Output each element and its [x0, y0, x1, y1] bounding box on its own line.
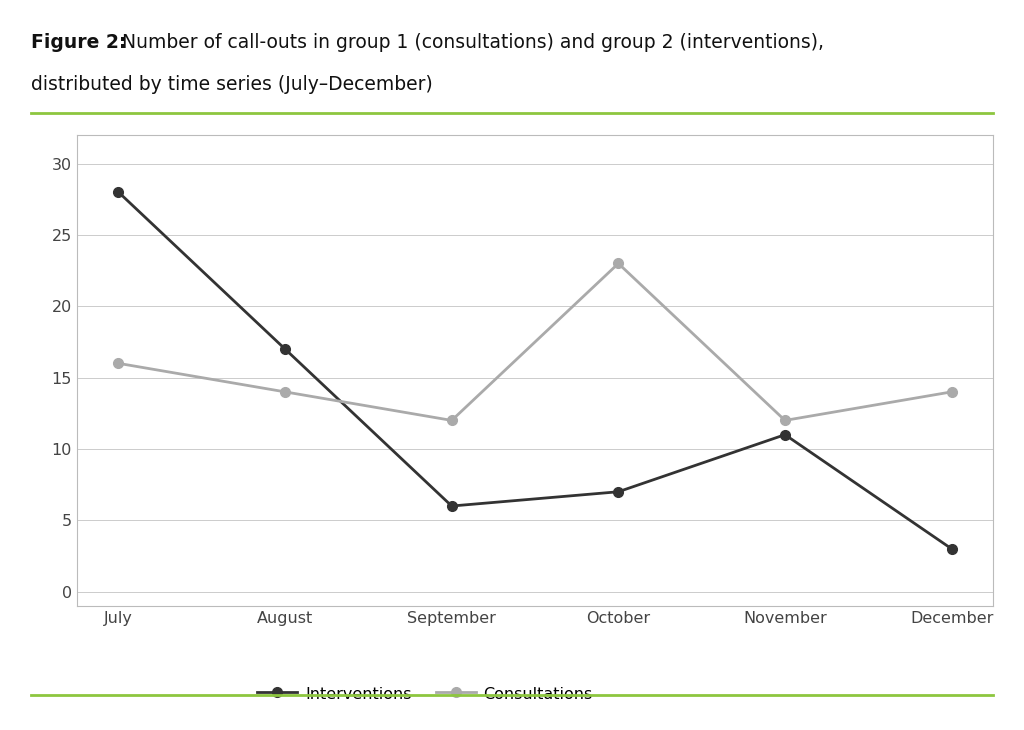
- Text: Figure 2:: Figure 2:: [31, 33, 126, 52]
- Text: Number of call-outs in group 1 (consultations) and group 2 (interventions),: Number of call-outs in group 1 (consulta…: [116, 33, 823, 52]
- Text: distributed by time series (July–December): distributed by time series (July–Decembe…: [31, 75, 432, 94]
- Legend: Interventions, Consultations: Interventions, Consultations: [257, 686, 593, 702]
